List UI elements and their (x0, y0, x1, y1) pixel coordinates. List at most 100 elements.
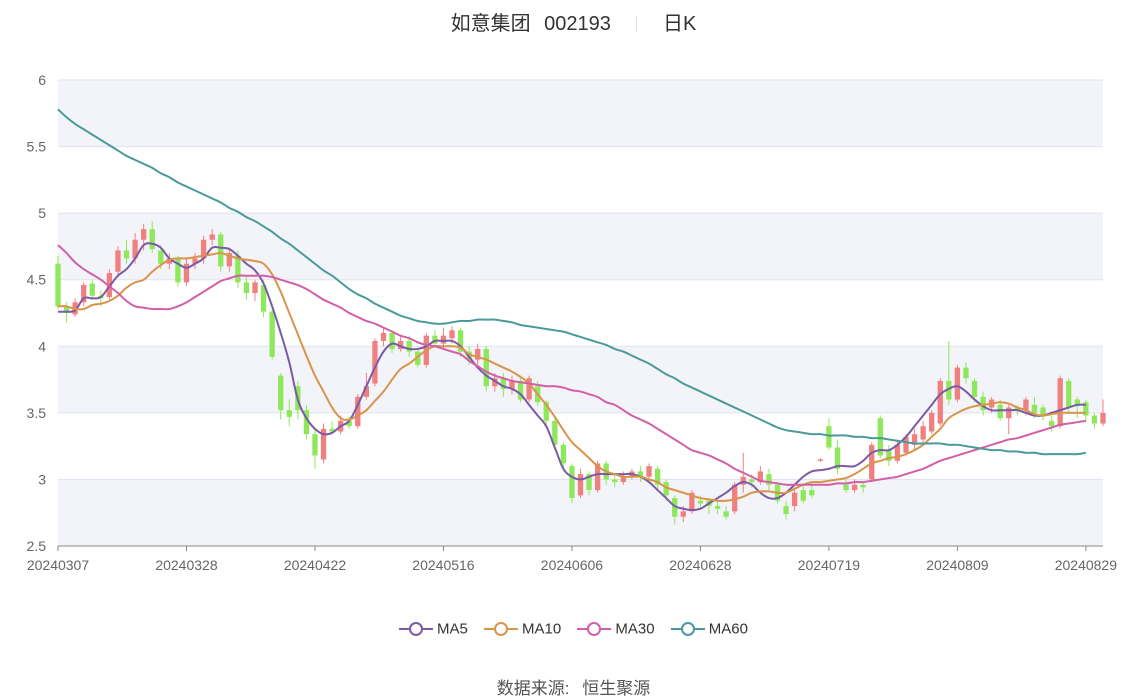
x-tick-label: 20240307 (27, 557, 90, 573)
candle-body (209, 234, 215, 240)
candle-body (911, 434, 918, 445)
x-tick-label: 20240719 (798, 557, 861, 573)
candle-body (141, 229, 147, 240)
candle-body (517, 380, 524, 400)
x-tick-label: 20240628 (669, 557, 732, 573)
candle-body (757, 471, 764, 483)
candle-body (303, 410, 310, 435)
candle-body (1083, 402, 1089, 416)
candle-body (697, 500, 704, 504)
candle-body (226, 253, 232, 267)
candle-body (192, 258, 198, 264)
candle-body (1100, 412, 1106, 424)
x-tick-label: 20240829 (1055, 557, 1118, 573)
candle-body (552, 420, 558, 445)
ma10-legend-icon (484, 622, 519, 637)
grid-band (58, 80, 1103, 147)
data-source: 数据来源: 恒生聚源 (0, 674, 1147, 699)
candle-body (312, 434, 318, 456)
candle-body (457, 330, 464, 352)
candle-body (449, 330, 455, 339)
candle-body (415, 351, 421, 365)
ma5-line (57, 242, 1086, 512)
candle-body (526, 378, 532, 400)
ma60-legend-icon (670, 622, 705, 637)
candle-body (714, 506, 721, 509)
y-tick-label: 4.5 (27, 272, 47, 288)
source-label: 数据来源: (496, 679, 570, 698)
candle-body (346, 420, 352, 427)
candle-body (1023, 399, 1029, 411)
candle-body (1031, 404, 1038, 413)
legend-item-ma10[interactable]: MA10 (484, 620, 561, 638)
candle-body (1040, 407, 1046, 416)
candle-body (851, 484, 858, 491)
stock-name: 如意集团 (450, 12, 531, 35)
x-tick-label: 20240809 (926, 557, 989, 573)
candle-body (903, 436, 909, 453)
candle-body (380, 332, 387, 341)
legend-item-ma30[interactable]: MA30 (577, 620, 655, 638)
candle-body (980, 396, 986, 411)
candle-body (612, 479, 618, 483)
candle-body (252, 282, 258, 294)
candle-body (243, 282, 250, 294)
title-separator (636, 15, 638, 32)
y-tick-label: 3.5 (27, 405, 47, 421)
candle-body (620, 476, 626, 483)
candle-body (115, 250, 121, 272)
candle-body (894, 444, 901, 461)
candle-body (55, 263, 61, 307)
source-value: 恒生聚源 (582, 679, 651, 698)
candle-body (783, 506, 789, 515)
y-tick-label: 5 (38, 205, 46, 221)
candle-body (1057, 378, 1063, 427)
grid-band (58, 346, 1103, 413)
candle-body (389, 332, 395, 349)
candle-body (586, 474, 592, 491)
candle-body (166, 258, 173, 264)
chart-title: 如意集团 002193 日K (0, 8, 1147, 38)
candle-body (432, 335, 438, 344)
candle-body (929, 412, 935, 432)
candle-body (509, 380, 515, 389)
candle-body (577, 474, 584, 496)
candle-body (1074, 399, 1080, 405)
candle-body (1091, 415, 1098, 424)
candle-body (397, 340, 404, 349)
candle-body (749, 479, 755, 483)
ma5-legend-icon (399, 622, 434, 637)
candle-body (218, 234, 224, 267)
candle-body (132, 239, 138, 259)
candle-body (1006, 407, 1012, 419)
legend-item-ma5[interactable]: MA5 (399, 620, 468, 638)
candle-body (877, 418, 883, 456)
ma60-line (57, 108, 1087, 456)
candle-body (483, 348, 489, 387)
candle-body (1066, 380, 1072, 408)
candle-body (492, 378, 498, 387)
candle-body (440, 335, 447, 344)
candle-body (843, 484, 849, 491)
candle-body (920, 426, 926, 440)
grid-band (58, 213, 1103, 280)
candle-body (886, 450, 892, 461)
candle-body (672, 498, 678, 517)
candle-body (997, 404, 1003, 419)
candle-body (355, 396, 361, 427)
candle-body (963, 367, 969, 379)
legend-item-ma60[interactable]: MA60 (670, 620, 748, 638)
period-label: 日K (663, 12, 697, 35)
candle-body (766, 474, 772, 485)
candle-body (946, 380, 952, 400)
y-tick-label: 6 (38, 72, 46, 88)
candle-body (937, 380, 943, 424)
candle-body (637, 471, 644, 477)
candle-body (800, 490, 806, 501)
candle-body (406, 340, 412, 352)
y-tick-label: 4 (38, 338, 46, 354)
candle-body (149, 229, 155, 250)
candle-body (269, 311, 275, 357)
candle-body (63, 306, 70, 313)
candle-body (278, 375, 284, 411)
